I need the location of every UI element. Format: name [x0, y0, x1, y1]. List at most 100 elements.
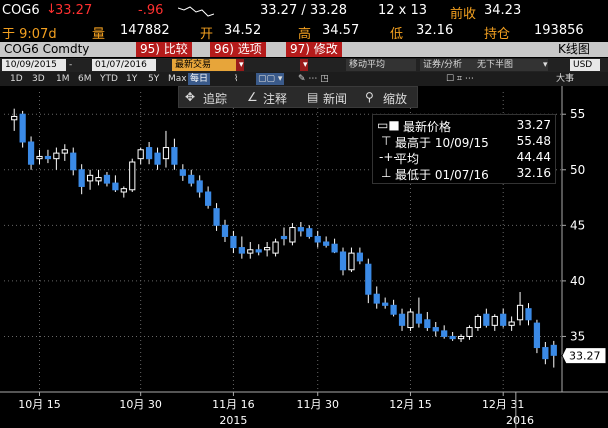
- open: 34.52: [224, 23, 262, 38]
- candle-body: [78, 169, 85, 187]
- range-1d[interactable]: 1D: [10, 74, 23, 84]
- chart-style-dropdown[interactable]: ▢▢ ▾: [256, 73, 285, 85]
- candle-body: [103, 174, 111, 184]
- legend-avg-label: 平均: [395, 152, 420, 166]
- candle-body: [474, 315, 482, 329]
- tab-compare[interactable]: 95) 比较: [136, 42, 192, 57]
- candle-body: [179, 169, 186, 176]
- end-date-field[interactable]: 01/07/2016: [92, 59, 156, 71]
- y-tick-label: 40: [570, 274, 585, 288]
- last-price: 33.27: [55, 3, 93, 18]
- range-6m[interactable]: 6M: [78, 74, 92, 84]
- candle-body: [162, 147, 170, 160]
- news-icon[interactable]: ▤: [307, 90, 319, 104]
- candle-body: [365, 263, 372, 295]
- lower-chart-chevron-icon[interactable]: ▾: [540, 59, 548, 71]
- candle-body: [280, 235, 288, 240]
- moving-average-dropdown[interactable]: 移动平均: [346, 59, 416, 71]
- candle-body: [415, 313, 423, 324]
- news-button[interactable]: 新闻: [323, 92, 348, 106]
- last-trade-dropdown[interactable]: 最新交易: [172, 59, 236, 71]
- range-5y[interactable]: 5Y: [148, 74, 160, 84]
- legend-high-value: 55.48: [516, 134, 551, 148]
- candle-body: [272, 241, 279, 254]
- candle-body: [27, 141, 35, 165]
- candle-body: [95, 177, 102, 182]
- volume-label: 量: [92, 27, 106, 42]
- line-chart-icon[interactable]: ⌇: [234, 74, 239, 84]
- candle-body: [407, 311, 414, 329]
- candle-body: [314, 235, 321, 243]
- date-separator: -: [69, 60, 73, 70]
- candle-body: [297, 227, 304, 232]
- time-label: 于 9:07d: [2, 27, 57, 42]
- candle-body: [398, 313, 406, 326]
- y-tick-label: 55: [570, 107, 585, 121]
- crosshair-icon[interactable]: ✥: [185, 90, 196, 104]
- candle-body: [11, 115, 18, 121]
- last-price-label: 33.27: [569, 350, 601, 363]
- range-1m[interactable]: 1M: [56, 74, 70, 84]
- range-max[interactable]: Max: [168, 74, 187, 84]
- price-chart[interactable]: 35 40 45 50 55 33.27 10月 15 10月 30 11月 16 11月 30…: [0, 86, 608, 428]
- annotate-button[interactable]: 注释: [263, 92, 288, 106]
- candle-body: [432, 327, 439, 332]
- events-toggle-icon[interactable]: ☐ ⌗ ⋯: [446, 74, 474, 84]
- events-dropdown[interactable]: 证券/分析: [420, 59, 486, 71]
- x-tick-label: 12月 15: [389, 398, 432, 411]
- candle-body: [356, 252, 363, 262]
- big-events-button[interactable]: 大事: [556, 74, 575, 84]
- volume: 147882: [120, 23, 170, 38]
- candle-body: [466, 327, 473, 337]
- range-ytd[interactable]: YTD: [100, 74, 118, 84]
- candle-body: [348, 252, 355, 271]
- open-interest-label: 持仓: [484, 27, 511, 42]
- zoom-button[interactable]: 缩放: [383, 92, 408, 106]
- range-3d[interactable]: 3D: [32, 74, 45, 84]
- range-1y[interactable]: 1Y: [126, 74, 138, 84]
- candle-body: [264, 247, 271, 251]
- ticker[interactable]: COG6: [2, 3, 40, 18]
- drawing-tools-icon[interactable]: ✎ ⋯ ◳: [298, 74, 329, 84]
- zoom-icon[interactable]: ⚲: [365, 90, 374, 104]
- candle-body: [145, 147, 153, 160]
- tab-modify-num: 97): [290, 42, 310, 56]
- tab-options[interactable]: 96) 选项: [210, 42, 266, 57]
- price-legend: ▭■ 最新价格 33.27 ⊤ 最高于 10/09/15 55.48 -+- 平…: [372, 114, 556, 184]
- red-dropdown-chevron-icon[interactable]: ▾: [300, 59, 308, 71]
- candle-body: [424, 319, 431, 329]
- candle-body: [525, 308, 532, 321]
- security-name[interactable]: COG6 Comdty: [4, 42, 90, 56]
- candle-body: [137, 149, 144, 160]
- candlesticks: [11, 108, 557, 368]
- track-button[interactable]: 追踪: [203, 92, 228, 106]
- candle-body: [457, 335, 465, 340]
- candle-body: [289, 227, 296, 243]
- x-tick-label: 11月 16: [212, 398, 255, 411]
- candle-body: [483, 313, 490, 326]
- candle-body: [188, 174, 195, 184]
- legend-low-label: 最低于 01/07/16: [395, 168, 489, 182]
- candle-body: [19, 113, 26, 143]
- chart-tools-toolbar: ✥ 追踪 ∠ 注释 ▤ 新闻 ⚲ 缩放: [178, 86, 418, 108]
- start-date-field[interactable]: 10/09/2015: [2, 59, 66, 71]
- candle-body: [542, 347, 549, 360]
- currency-dropdown[interactable]: USD: [570, 59, 600, 71]
- high-marker-icon: ⊤: [381, 134, 392, 148]
- chart-type-label[interactable]: K线图: [558, 42, 590, 56]
- candle-body: [533, 322, 541, 349]
- lower-chart-dropdown[interactable]: 无下半图: [474, 59, 540, 71]
- annotate-icon[interactable]: ∠: [247, 90, 258, 104]
- down-arrow-icon: ↓: [46, 2, 57, 17]
- x-axis: 10月 15 10月 30 11月 16 11月 30 12月 15 12月 31 2015…: [0, 391, 608, 428]
- tab-modify[interactable]: 97) 修改: [286, 42, 342, 57]
- legend-high-label: 最高于 10/09/15: [395, 136, 489, 150]
- tab-options-num: 96): [214, 42, 234, 56]
- legend-collapse-icon[interactable]: ▭■: [377, 118, 400, 132]
- last-trade-chevron-down-icon[interactable]: ▾: [236, 59, 244, 71]
- candle-body: [323, 241, 330, 246]
- candle-body: [500, 313, 507, 326]
- candle-body: [230, 235, 237, 249]
- tab-compare-label: 比较: [163, 42, 188, 56]
- period-dropdown[interactable]: 每日: [188, 73, 211, 85]
